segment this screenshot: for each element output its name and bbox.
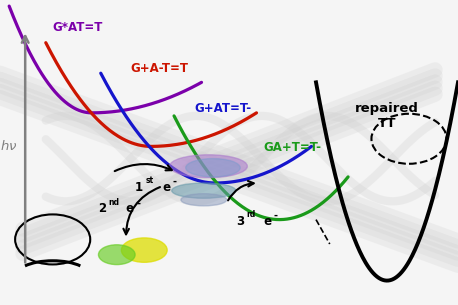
Text: G*AT=T: G*AT=T xyxy=(53,21,103,34)
Text: -: - xyxy=(173,177,177,187)
Ellipse shape xyxy=(169,155,247,178)
Ellipse shape xyxy=(181,194,227,206)
Text: st: st xyxy=(145,176,153,185)
Text: G+A-T=T: G+A-T=T xyxy=(131,62,189,75)
Text: e: e xyxy=(159,181,171,194)
Text: -: - xyxy=(136,199,140,208)
Ellipse shape xyxy=(172,183,236,198)
Text: 1: 1 xyxy=(135,181,143,194)
Text: repaired
TT: repaired TT xyxy=(355,102,419,130)
Text: rd: rd xyxy=(246,210,255,219)
Text: nd: nd xyxy=(109,198,120,207)
Text: -: - xyxy=(273,211,278,221)
Text: e: e xyxy=(260,215,272,228)
Ellipse shape xyxy=(121,238,167,262)
Text: 2: 2 xyxy=(98,203,107,215)
Text: G+AT=T-: G+AT=T- xyxy=(195,102,252,115)
Ellipse shape xyxy=(186,159,240,177)
Ellipse shape xyxy=(98,245,135,264)
Text: 3: 3 xyxy=(236,215,244,228)
Text: $h\nu$: $h\nu$ xyxy=(0,139,17,153)
Text: e: e xyxy=(122,203,134,215)
Text: GA+T=T-: GA+T=T- xyxy=(263,142,322,154)
